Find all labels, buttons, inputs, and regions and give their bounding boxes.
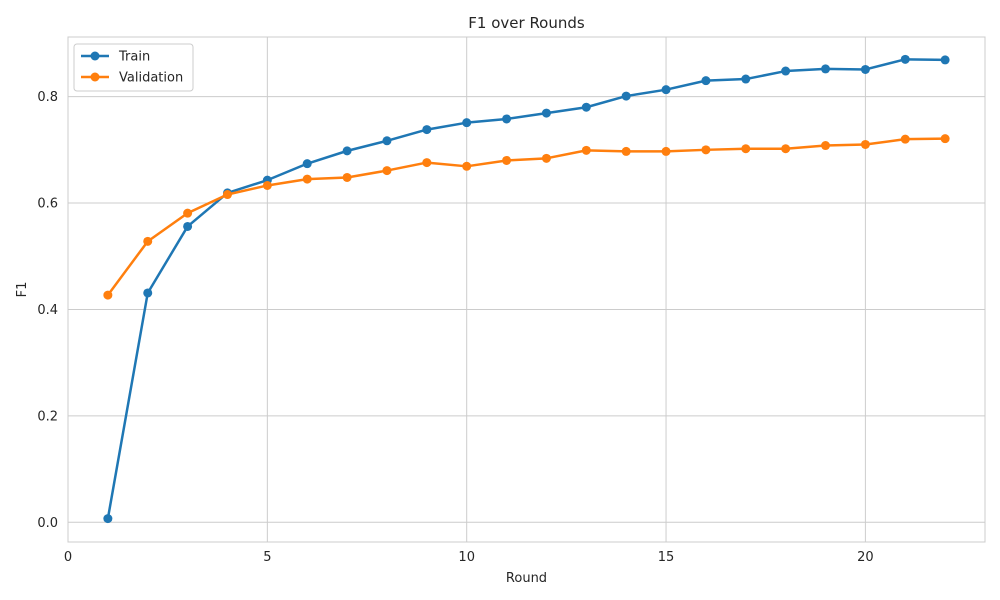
data-point-train (422, 125, 432, 135)
data-point-train (581, 102, 591, 112)
tick-labels: 0 5 10 15 20 0.0 0.2 0.4 0.6 0.8 (37, 90, 873, 565)
data-point-validation (821, 141, 831, 151)
data-point-validation (621, 146, 631, 156)
x-tick-label: 10 (458, 550, 475, 565)
data-point-validation (701, 145, 711, 155)
data-point-validation (103, 290, 113, 300)
data-point-validation (302, 174, 312, 184)
data-point-validation (143, 236, 153, 246)
data-point-train (940, 55, 950, 65)
data-point-validation (262, 180, 272, 190)
data-point-validation (422, 158, 432, 168)
data-point-train (821, 64, 831, 74)
data-point-train (741, 74, 751, 84)
y-axis-label: F1 (15, 282, 30, 298)
data-point-train (621, 91, 631, 101)
data-point-train (661, 85, 671, 95)
y-tick-label: 0.4 (37, 303, 58, 318)
x-tick-label: 15 (658, 550, 675, 565)
data-point-validation (781, 144, 791, 154)
data-point-validation (900, 134, 910, 144)
x-tick-label: 20 (857, 550, 874, 565)
data-point-train (781, 66, 791, 76)
legend-marker (90, 72, 100, 82)
data-point-validation (741, 144, 751, 154)
data-point-train (701, 76, 711, 86)
legend-label: Train (118, 50, 150, 65)
data-point-train (900, 54, 910, 64)
grid (67, 37, 985, 542)
data-point-validation (860, 139, 870, 149)
chart-title: F1 over Rounds (468, 14, 585, 32)
data-point-validation (462, 161, 472, 171)
legend-marker (90, 51, 100, 61)
series-train (103, 54, 950, 524)
series-validation (103, 134, 950, 300)
data-point-train (143, 288, 153, 298)
data-point-validation (183, 208, 193, 218)
data-point-train (302, 159, 312, 169)
data-point-validation (940, 134, 950, 144)
data-point-validation (581, 145, 591, 155)
data-point-train (183, 221, 193, 231)
series-line-validation (106, 137, 947, 297)
legend: Train Validation (73, 43, 194, 92)
data-point-train (860, 64, 870, 74)
x-tick-label: 0 (64, 550, 72, 565)
data-point-train (103, 514, 113, 524)
data-point-train (342, 146, 352, 156)
x-axis-label: Round (506, 571, 547, 586)
data-point-train (541, 108, 551, 118)
data-point-validation (661, 146, 671, 156)
series-line-train (106, 58, 947, 520)
y-tick-label: 0.8 (37, 90, 58, 105)
legend-item-train: Train (81, 50, 150, 65)
x-tick-label: 5 (263, 550, 271, 565)
legend-label: Validation (119, 71, 183, 86)
plot-frame (67, 36, 986, 543)
y-tick-label: 0.2 (37, 409, 58, 424)
data-point-validation (222, 190, 232, 200)
legend-item-validation: Validation (81, 71, 183, 86)
data-point-train (462, 118, 472, 128)
data-point-validation (382, 166, 392, 176)
data-point-validation (541, 153, 551, 163)
series-layer (103, 54, 950, 524)
data-point-validation (342, 172, 352, 182)
data-point-train (502, 114, 512, 124)
y-tick-label: 0.0 (37, 516, 58, 531)
data-point-validation (502, 155, 512, 165)
data-point-train (382, 136, 392, 146)
y-tick-label: 0.6 (37, 197, 58, 212)
